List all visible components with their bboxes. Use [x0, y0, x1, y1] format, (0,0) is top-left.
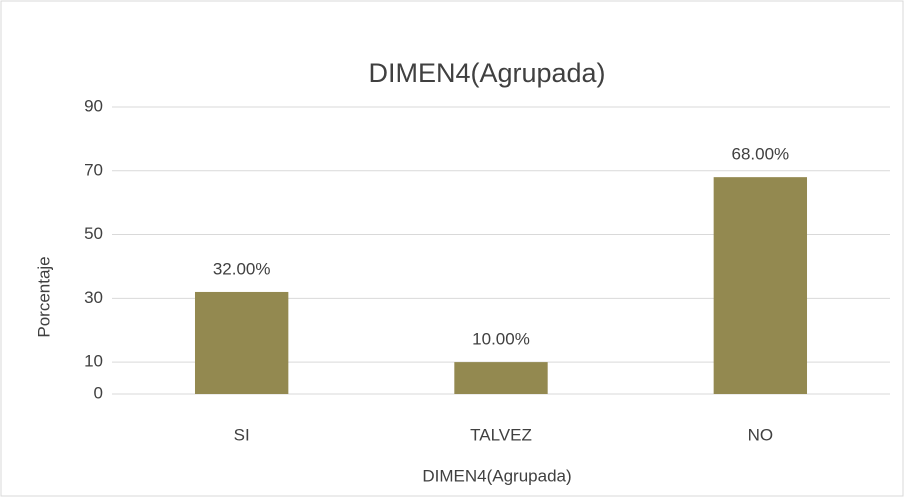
bar: [454, 362, 548, 394]
bar: [194, 291, 289, 394]
x-tick-label: SI: [234, 425, 250, 444]
chart-title: DIMEN4(Agrupada): [368, 58, 605, 88]
y-tick-label: 10: [84, 352, 103, 371]
y-axis-label: Porcentaje: [34, 256, 53, 337]
x-tick-label: TALVEZ: [470, 425, 532, 444]
data-label: 68.00%: [731, 145, 789, 164]
x-axis-label: DIMEN4(Agrupada): [422, 466, 571, 485]
y-tick-label: 30: [84, 288, 103, 307]
y-tick-label: 70: [84, 160, 103, 179]
y-tick-label: 50: [84, 224, 103, 243]
x-tick-label: NO: [748, 425, 774, 444]
data-label: 10.00%: [472, 330, 530, 349]
data-label: 32.00%: [213, 259, 271, 278]
y-tick-label: 90: [84, 96, 103, 115]
bar: [713, 177, 808, 394]
y-tick-label: 0: [94, 383, 103, 402]
